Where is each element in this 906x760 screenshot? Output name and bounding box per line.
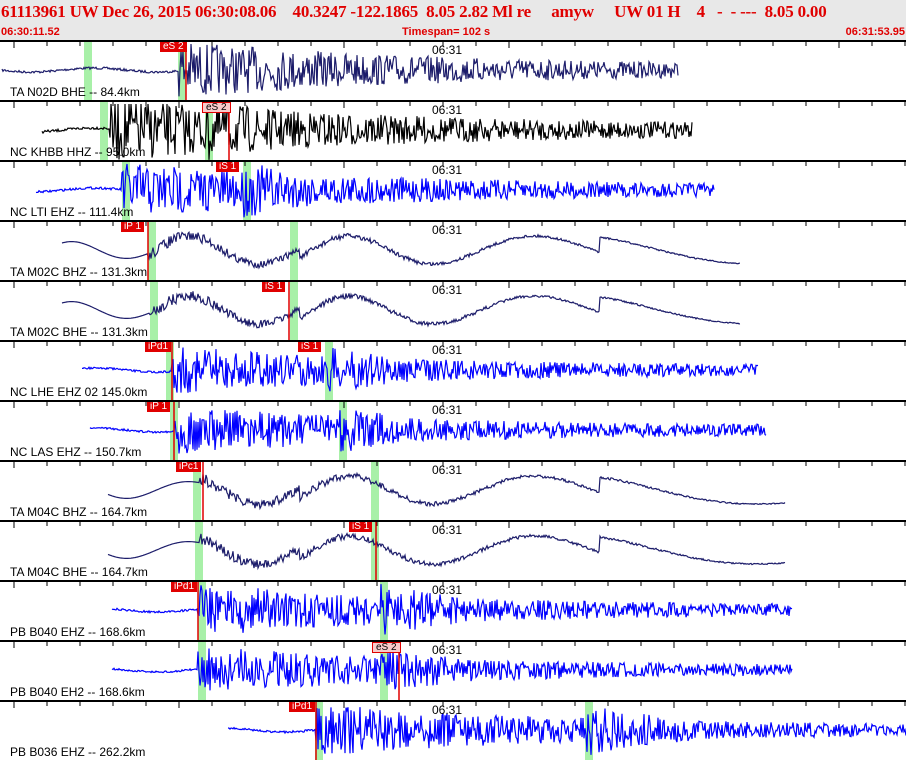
- phase-window: [325, 342, 333, 400]
- trace-panel[interactable]: 06:31 iP 1 TA M02C BHZ -- 131.3km: [0, 220, 906, 280]
- trace-label: PB B040 EHZ -- 168.6km: [10, 625, 146, 639]
- seismogram-panels[interactable]: 06:31 eS 2 TA N02D BHE -- 84.4km 06:31 eS 2 N…: [0, 40, 906, 760]
- time-label: 06:31: [432, 403, 463, 417]
- waveform-trace: [107, 532, 786, 571]
- waveform-trace: [111, 648, 793, 691]
- time-label: 06:31: [432, 43, 463, 57]
- trace-label: NC LHE EHZ 02 145.0km: [10, 385, 148, 399]
- trace-panel[interactable]: 06:31 iPd1 PB B036 EHZ -- 262.2km: [0, 700, 906, 760]
- trace-label: NC LTI EHZ -- 111.4km: [10, 205, 134, 219]
- time-label: 06:31: [432, 523, 463, 537]
- trace-panel[interactable]: 06:31 eS 2 NC KHBB HHZ -- 95.0km: [0, 100, 906, 160]
- time-label: 06:31: [432, 223, 463, 237]
- waveform-trace: [89, 410, 767, 454]
- end-time: 06:31:53.95: [845, 26, 905, 38]
- phase-pick-label[interactable]: iPd1: [171, 582, 198, 592]
- phase-window: [178, 42, 186, 100]
- trace-label: PB B040 EH2 -- 168.6km: [10, 685, 145, 699]
- phase-pick-label[interactable]: iPd1: [145, 342, 172, 352]
- trace-panel[interactable]: 06:31 iS 1 TA M02C BHE -- 131.3km: [0, 280, 906, 340]
- phase-pick-label[interactable]: iS 1: [262, 282, 286, 292]
- trace-panel[interactable]: 06:31 iP 1 NC LAS EHZ -- 150.7km: [0, 400, 906, 460]
- trace-label: TA M04C BHZ -- 164.7km: [10, 505, 148, 519]
- waveform-trace: [107, 471, 786, 511]
- phase-window: [84, 42, 92, 100]
- time-label: 06:31: [432, 103, 463, 117]
- time-label: 06:31: [432, 283, 463, 297]
- time-label: 06:31: [432, 583, 463, 597]
- trace-label: PB B036 EHZ -- 262.2km: [10, 745, 146, 759]
- phase-window: [198, 582, 206, 640]
- phase-pick-label[interactable]: iP 1: [147, 402, 171, 412]
- start-time: 06:30:11.52: [1, 26, 60, 38]
- waveform-plot: [13, 522, 906, 580]
- trace-label: NC LAS EHZ -- 150.7km: [10, 445, 142, 459]
- time-label: 06:31: [432, 643, 463, 657]
- phase-window: [290, 222, 298, 280]
- time-label: 06:31: [432, 703, 463, 717]
- phase-pick-label[interactable]: iS 1: [349, 522, 373, 532]
- trace-label: NC KHBB HHZ -- 95.0km: [10, 145, 146, 159]
- phase-window: [100, 102, 108, 160]
- waveform-trace: [227, 707, 906, 755]
- trace-label: TA N02D BHE -- 84.4km: [10, 85, 140, 99]
- waveform-plot: [13, 702, 906, 760]
- phase-window: [205, 102, 213, 160]
- phase-window: [380, 642, 388, 700]
- timespan: Timespan= 102 s: [402, 26, 491, 38]
- time-label: 06:31: [432, 463, 463, 477]
- phase-pick-label[interactable]: iS 1: [216, 162, 240, 172]
- event-summary: 61113961 UW Dec 26, 2015 06:30:08.06 40.…: [1, 2, 827, 21]
- phase-window: [339, 402, 347, 460]
- trace-panel[interactable]: 06:31 eS 2 TA N02D BHE -- 84.4km: [0, 40, 906, 100]
- trace-panel[interactable]: 06:31 iPd1 PB B040 EHZ -- 168.6km: [0, 580, 906, 640]
- phase-window: [371, 522, 379, 580]
- phase-window: [193, 462, 201, 520]
- waveform-plot: [1, 42, 906, 100]
- trace-label: TA M02C BHE -- 131.3km: [10, 325, 148, 339]
- phase-pick-label[interactable]: iPd1: [289, 702, 316, 712]
- waveform-plot: [13, 162, 906, 220]
- trace-panel[interactable]: 06:31 iS 1 NC LTI EHZ -- 111.4km: [0, 160, 906, 220]
- waveform-plot: [13, 402, 906, 460]
- waveform-trace: [1, 43, 679, 97]
- trace-panel[interactable]: 06:31 iS 1 TA M04C BHE -- 164.7km: [0, 520, 906, 580]
- trace-label: TA M04C BHE -- 164.7km: [10, 565, 148, 579]
- phase-pick-label[interactable]: eS 2: [372, 642, 401, 653]
- phase-pick-label[interactable]: iS 1: [298, 342, 322, 352]
- phase-window: [122, 162, 130, 220]
- phase-pick-label[interactable]: iPc1: [176, 462, 202, 472]
- waveform-trace: [61, 230, 740, 270]
- waveform-trace: [82, 347, 759, 393]
- phase-pick-label[interactable]: eS 2: [160, 42, 187, 52]
- phase-window: [150, 282, 158, 340]
- phase-pick-label[interactable]: eS 2: [202, 102, 231, 113]
- trace-panel[interactable]: 06:31 iPd1 iS 1 NC LHE EHZ 02 145.0km: [0, 340, 906, 400]
- time-label: 06:31: [432, 343, 463, 357]
- trace-label: TA M02C BHZ -- 131.3km: [10, 265, 148, 279]
- phase-window: [371, 462, 379, 520]
- time-label: 06:31: [432, 163, 463, 177]
- phase-pick-label[interactable]: iP 1: [121, 222, 145, 232]
- waveform-plot: [13, 222, 906, 280]
- waveform-trace: [41, 103, 693, 160]
- waveform-trace: [61, 291, 741, 329]
- waveform-trace: [111, 584, 793, 635]
- waveform-plot: [13, 342, 906, 400]
- waveform-trace: [35, 163, 715, 218]
- event-header: 61113961 UW Dec 26, 2015 06:30:08.06 40.…: [0, 0, 906, 40]
- waveform-plot: [13, 282, 906, 340]
- phase-window: [195, 522, 203, 580]
- trace-panel[interactable]: 06:31 eS 2 PB B040 EH2 -- 168.6km: [0, 640, 906, 700]
- trace-panel[interactable]: 06:31 iPc1 TA M04C BHZ -- 164.7km: [0, 460, 906, 520]
- waveform-plot: [13, 462, 906, 520]
